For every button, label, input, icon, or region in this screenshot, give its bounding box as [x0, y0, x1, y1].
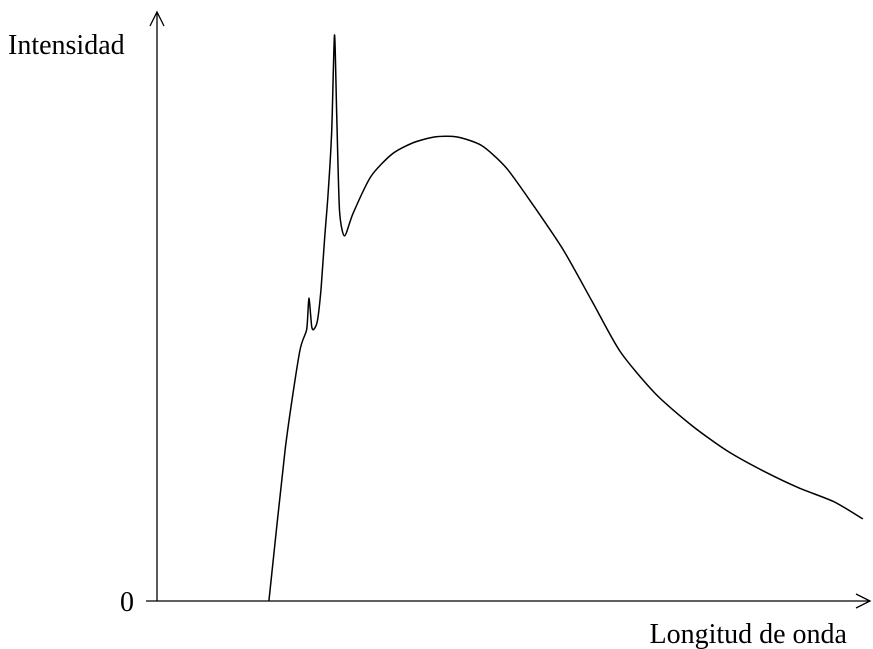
y-axis-arrowhead	[149, 10, 165, 27]
x-axis-label: Longitud de onda	[649, 619, 847, 649]
y-tick-zero: 0	[120, 587, 134, 618]
y-axis-label: Intensidad	[8, 30, 125, 61]
x-axis-arrowhead	[855, 593, 872, 609]
spectrum-curve	[268, 34, 864, 602]
